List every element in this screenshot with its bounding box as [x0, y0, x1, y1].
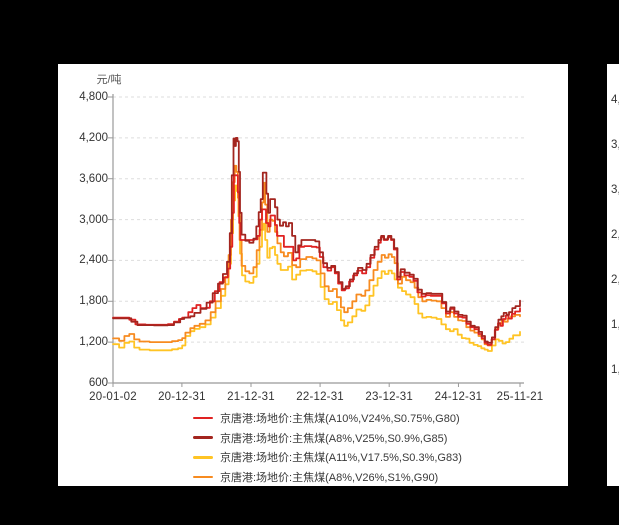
y-tick-label: 3,600 [79, 172, 108, 185]
legend-line-swatch [193, 436, 213, 439]
legend-label: 京唐港:场地价:主焦煤(A8%,V26%,S1%,G90) [220, 471, 439, 484]
legend-label: 京唐港:场地价:主焦煤(A10%,V24%,S0.75%,G80) [220, 412, 460, 425]
x-tick-label: 24-12-31 [434, 391, 483, 403]
x-tick-label: 23-12-31 [365, 391, 413, 403]
adjacent-y-tick-label: 4, [611, 94, 619, 106]
x-tick-label: 21-12-31 [227, 391, 275, 403]
y-tick-label: 1,800 [79, 295, 108, 308]
adjacent-chart-panel: 4, 3, 3, 2, 2, 1, 1, [607, 64, 619, 486]
line-chart [108, 94, 524, 387]
x-tick-label: 25-11-21 [496, 391, 544, 403]
y-tick-label: 3,000 [79, 213, 108, 226]
y-tick-label: 600 [88, 377, 108, 389]
legend-line-swatch [193, 455, 213, 459]
chart-legend: 京唐港:场地价:主焦煤(A10%,V24%,S0.75%,G80) 京唐港:场地价… [193, 408, 462, 487]
adjacent-y-tick-label: 1, [611, 319, 619, 331]
adjacent-y-tick-label: 3, [611, 139, 619, 151]
legend-line-swatch [193, 475, 213, 479]
y-axis-unit-label: 元/吨 [96, 74, 122, 86]
series-line-2 [112, 184, 521, 352]
legend-label: 京唐港:场地价:主焦煤(A11%,V17.5%,S0.3%,G83) [220, 452, 462, 465]
series-line-3 [112, 164, 521, 347]
chart-panel: 元/吨 600 1,200 1,800 2,400 3,000 3,600 4,200 4,8… [58, 64, 568, 486]
series-line-0 [112, 174, 521, 346]
legend-item: 京唐港:场地价:主焦煤(A10%,V24%,S0.75%,G80) [193, 408, 462, 428]
y-tick-label: 2,400 [79, 254, 108, 267]
y-tick-label: 4,800 [79, 91, 108, 103]
legend-item: 京唐港:场地价:主焦煤(A11%,V17.5%,S0.3%,G83) [193, 447, 462, 467]
series-line-1 [112, 137, 521, 344]
x-tick-label: 22-12-31 [296, 391, 344, 403]
legend-line-swatch [193, 416, 213, 420]
adjacent-y-tick-label: 2, [611, 274, 619, 286]
x-tick-label: 20-12-31 [158, 391, 206, 403]
y-tick-label: 4,200 [79, 131, 108, 144]
legend-label: 京唐港:场地价:主焦煤(A8%,V25%,S0.9%,G85) [220, 432, 448, 445]
x-tick-label: 20-01-02 [89, 391, 137, 403]
adjacent-y-tick-label: 1, [611, 364, 619, 376]
adjacent-y-tick-label: 2, [611, 229, 619, 241]
y-tick-label: 1,200 [79, 336, 108, 349]
legend-item: 京唐港:场地价:主焦煤(A8%,V25%,S0.9%,G85) [193, 428, 462, 448]
legend-item: 京唐港:场地价:主焦煤(A8%,V26%,S1%,G90) [193, 467, 462, 487]
adjacent-y-tick-label: 3, [611, 184, 619, 196]
